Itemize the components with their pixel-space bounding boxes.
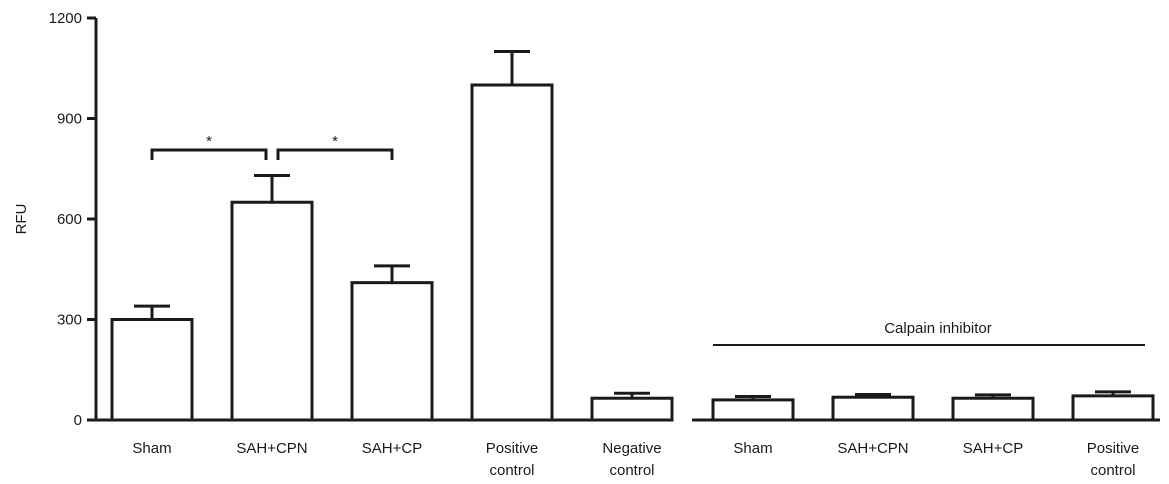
y-tick-label: 1200 (49, 10, 82, 27)
significance-brackets: * * (150, 133, 394, 160)
x-tick-label: Sham (132, 440, 171, 457)
bar-group (590, 391, 674, 422)
bar-group (1071, 390, 1155, 422)
bar-group (110, 304, 194, 422)
y-tick-label: 300 (57, 312, 82, 329)
significance-bracket: * (150, 133, 268, 160)
significance-bracket: * (276, 133, 394, 160)
bar (1071, 394, 1155, 422)
x-tick-label: Negative (602, 440, 661, 457)
y-tick-label: 900 (57, 111, 82, 128)
x-tick-label: SAH+CP (963, 440, 1023, 457)
significance-star: * (332, 133, 338, 150)
bracket-line (150, 148, 268, 160)
y-axis: 0 300 600 900 1200 (49, 10, 1160, 429)
x-tick-label: control (489, 462, 534, 479)
x-tick-label: Positive (1087, 440, 1140, 457)
x-tick-label: control (609, 462, 654, 479)
y-tick-label: 600 (57, 211, 82, 228)
significance-star: * (206, 133, 212, 150)
x-tick-label: control (1090, 462, 1135, 479)
x-tick-label: SAH+CPN (837, 440, 908, 457)
y-tick-label: 0 (74, 412, 82, 429)
x-tick-label: Positive (486, 440, 539, 457)
bar (350, 281, 434, 422)
bar (831, 395, 915, 422)
x-tick-label: Sham (733, 440, 772, 457)
x-axis-labels: Sham SAH+CPN SAH+CP Positive control Negative… (132, 440, 1139, 479)
bar-group (230, 173, 314, 422)
bar-group (711, 395, 795, 422)
bar (110, 318, 194, 422)
bar-group (350, 264, 434, 422)
bar-group (470, 50, 554, 422)
bar (470, 83, 554, 422)
bar (951, 396, 1035, 422)
bar (711, 398, 795, 422)
bar-group (951, 393, 1035, 422)
bracket-line (276, 148, 394, 160)
x-tick-label: SAH+CP (362, 440, 422, 457)
calpain-inhibitor-label: Calpain inhibitor (884, 320, 992, 337)
y-axis-label: RFU (13, 204, 30, 235)
x-tick-label: SAH+CPN (236, 440, 307, 457)
bars (110, 50, 1155, 422)
group-annotation: Calpain inhibitor (713, 320, 1145, 346)
bar-group (831, 393, 915, 422)
bar (230, 200, 314, 422)
bar (590, 396, 674, 422)
